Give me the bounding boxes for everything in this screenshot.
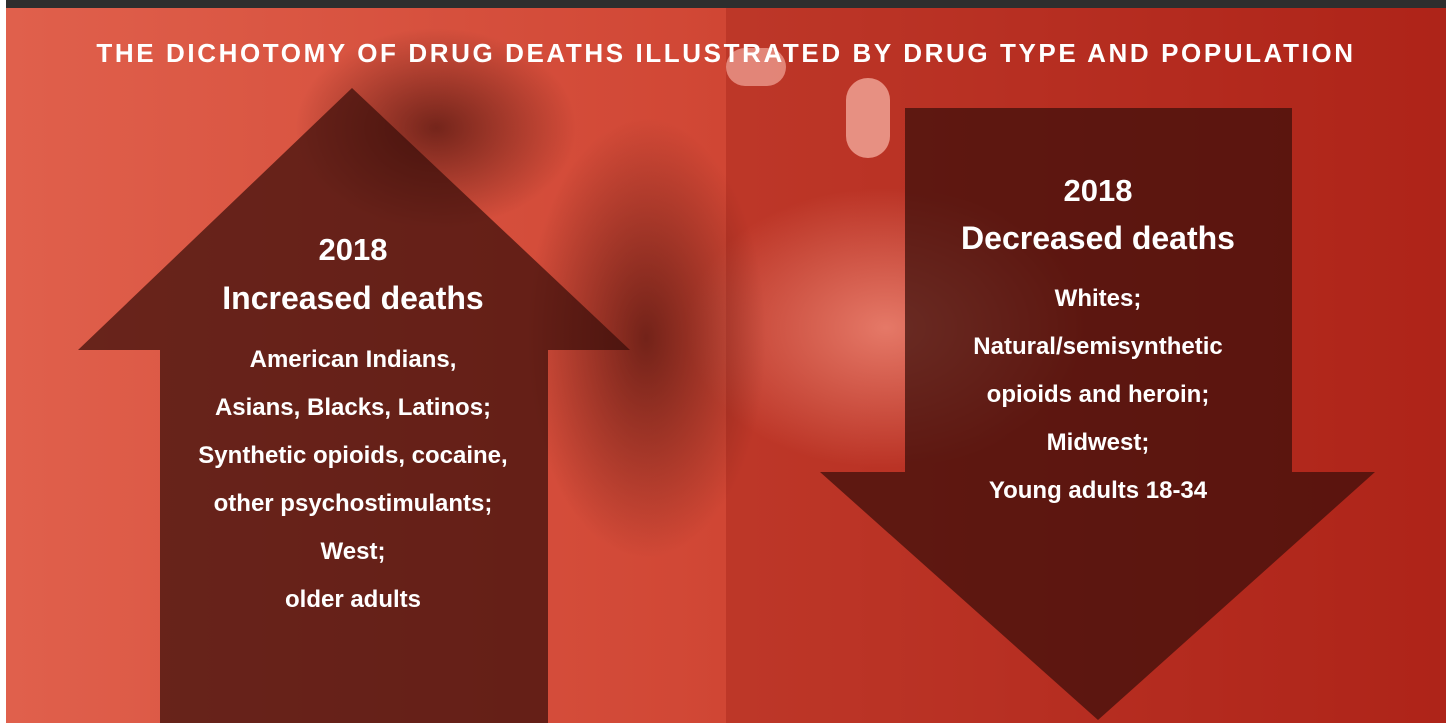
panel-year: 2018 — [319, 232, 388, 268]
panel-year: 2018 — [1064, 173, 1133, 209]
panel-line: Asians, Blacks, Latinos; — [215, 394, 491, 422]
panel-line: Natural/semisynthetic — [973, 333, 1222, 361]
title: THE DICHOTOMY OF DRUG DEATHS ILLUSTRATED… — [96, 38, 1355, 69]
page: THE DICHOTOMY OF DRUG DEATHS ILLUSTRATED… — [0, 0, 1452, 723]
infographic: THE DICHOTOMY OF DRUG DEATHS ILLUSTRATED… — [6, 0, 1446, 723]
panel-line: Young adults 18-34 — [989, 477, 1207, 505]
panel-line: American Indians, — [250, 346, 457, 374]
panel-line: Synthetic opioids, cocaine, — [198, 442, 507, 470]
panel-heading: Increased deaths — [222, 280, 483, 317]
panel-line: opioids and heroin; — [987, 381, 1210, 409]
panel-line: older adults — [285, 586, 421, 614]
panel-heading: Decreased deaths — [961, 220, 1235, 257]
panel-line: other psychostimulants; — [214, 490, 493, 518]
panel-line: West; — [321, 538, 386, 566]
panel-line: Midwest; — [1047, 429, 1150, 457]
panel-line: Whites; — [1055, 285, 1142, 313]
pill — [846, 78, 890, 158]
background — [6, 8, 1446, 723]
